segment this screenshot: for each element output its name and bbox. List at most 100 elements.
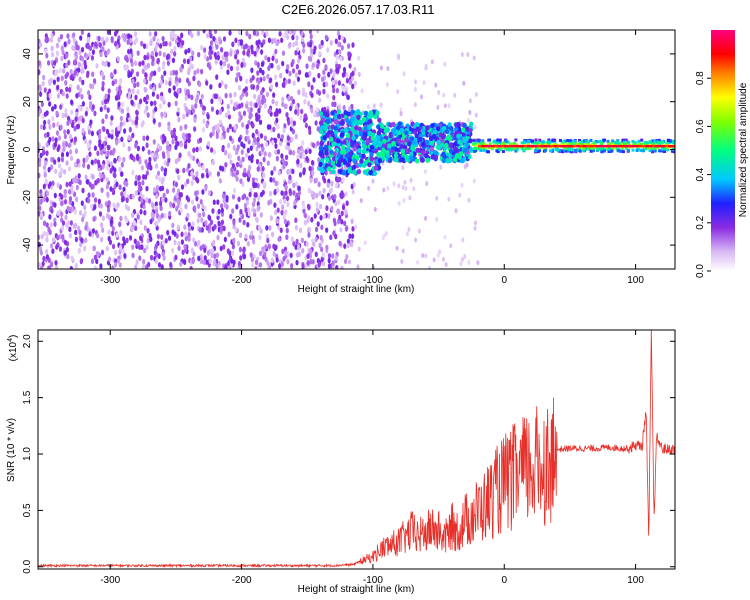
spectrogram-cell [73, 161, 78, 168]
spectrogram-cell [182, 58, 187, 64]
spectrogram-cell [460, 158, 465, 164]
spectrogram-cell [406, 141, 412, 147]
spectrogram-cell [318, 145, 324, 151]
spectrogram-cell [318, 128, 324, 134]
spectrogram-cell [262, 76, 266, 82]
spectrogram-cell [449, 243, 453, 249]
spectrogram-cell [345, 200, 349, 207]
spectrogram-cell [474, 112, 478, 118]
spectrogram-cell [307, 226, 311, 233]
spectrogram-cell [96, 251, 100, 258]
spectrogram-cell [91, 183, 95, 190]
spectrogram-cell [473, 220, 477, 226]
spectrogram-cell [289, 105, 293, 112]
spectrogram-cell [295, 63, 299, 70]
spectrogram-cell [134, 180, 138, 187]
spectrogram-cell [173, 91, 177, 97]
spectrogram-cell [140, 165, 144, 171]
spectrogram-cell [154, 106, 158, 112]
spectrogram-cell [414, 237, 418, 243]
spectrogram-cell [107, 235, 111, 242]
spectrogram-cell [433, 129, 438, 135]
spectrogram-cell [234, 37, 238, 44]
spectrogram-cell [156, 37, 160, 44]
spectrogram-cell [224, 149, 228, 156]
spectrogram-cell [202, 30, 206, 34]
spectrogram-cell [107, 132, 111, 139]
spectrogram-cell [246, 135, 250, 142]
spectrogram-cell [126, 112, 130, 119]
spectrogram-cell [80, 237, 84, 243]
spectrogram-cell [67, 38, 71, 45]
spectrogram-cell [63, 198, 68, 205]
spectrogram-cell [569, 147, 573, 151]
spectrogram-cell [412, 186, 416, 192]
spectrogram-cell [237, 40, 241, 47]
spectrogram-cell [281, 50, 286, 57]
spectrogram-cell [318, 151, 323, 157]
spectrogram-cell [113, 68, 117, 75]
spectrogram-cell [159, 95, 164, 102]
spectrogram-cell [361, 116, 367, 122]
spectrogram-cell [387, 143, 392, 149]
spectrogram-cell [226, 109, 231, 116]
spectrogram-cell [403, 180, 407, 186]
spectrogram-cell [152, 139, 156, 145]
spectrogram-cell [231, 194, 236, 200]
spectrogram-cell [317, 72, 321, 79]
spectrogram-cell [38, 241, 41, 248]
spectrogram-cell [60, 55, 64, 62]
spectrogram-cell [287, 168, 291, 175]
spectrogram-cell [154, 220, 158, 227]
spectrogram-cell [559, 148, 563, 152]
spectrogram-cell [566, 142, 570, 146]
spectrogram-cell [507, 147, 511, 151]
spectrogram-cell [45, 52, 49, 59]
spectrogram-cell [381, 235, 385, 241]
spectrogram-cell [134, 142, 138, 149]
spectrogram-cell [414, 79, 418, 85]
spectrogram-cell [287, 78, 291, 85]
spectrogram-cell [71, 200, 75, 207]
spectrogram-cell [152, 35, 156, 42]
spectrogram-cell [143, 174, 148, 180]
spectrogram-cell [177, 240, 181, 247]
spectrogram-cell [245, 91, 249, 98]
spectrogram-cell [296, 148, 301, 155]
spectrogram-cell [408, 155, 414, 161]
spectrogram-cell [58, 171, 62, 178]
spectrogram-cell [477, 144, 482, 148]
spectrogram-cell [271, 98, 275, 105]
spectrogram-cell [453, 126, 459, 132]
spectrogram-cell [663, 150, 667, 154]
spectrogram-cell [93, 204, 97, 211]
spectrogram-cell [543, 144, 548, 148]
spectrogram-cell [259, 133, 264, 139]
spectrogram-cell [194, 176, 199, 182]
spectrogram-cell [75, 111, 79, 118]
spectrogram-cell [331, 260, 335, 266]
spectrogram-cell [131, 78, 135, 85]
spectrogram-cell [59, 124, 63, 131]
spectrogram-cell [110, 128, 115, 135]
spectrogram-cell [580, 140, 584, 144]
spectrogram-cell [363, 110, 369, 117]
spectrogram-cell [184, 106, 188, 112]
spectrogram-cell [633, 141, 637, 145]
spectrogram-cell [404, 130, 409, 136]
spectrogram-cell [226, 103, 230, 110]
spectrogram-cell [515, 146, 519, 150]
spectrogram-cell [209, 84, 213, 90]
spectrogram-cell [103, 98, 108, 105]
spectrogram-cell [339, 132, 345, 138]
spectrogram-cell [242, 110, 247, 117]
spectrogram-cell [544, 148, 548, 152]
spectrogram-cell [58, 246, 62, 252]
spectrogram-cell [155, 174, 159, 180]
spectrogram-cell [520, 146, 524, 150]
spectrogram-cell [156, 170, 161, 177]
spectrogram-cell [212, 260, 216, 267]
spectrogram-cell [99, 106, 103, 113]
spectrogram-cell [276, 123, 280, 130]
spectrogram-cell [547, 138, 551, 142]
